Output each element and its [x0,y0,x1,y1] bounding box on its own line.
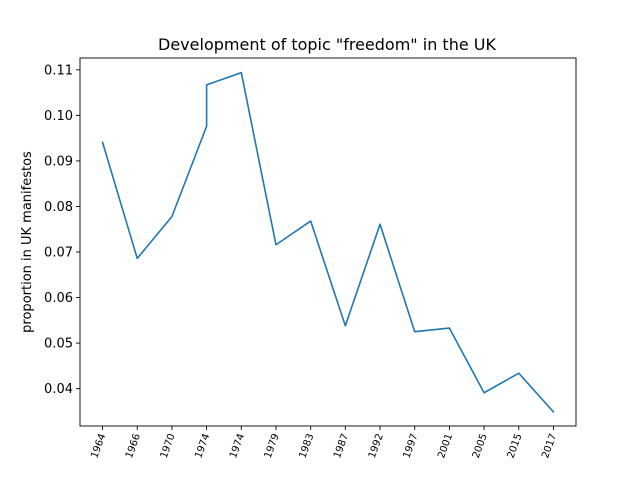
y-tick-label: 0.07 [44,246,73,261]
x-tick-label: 1979 [263,432,282,460]
x-tick-label: 1983 [297,432,316,460]
axes-frame [79,57,577,427]
x-tick-label: 1997 [401,432,420,460]
y-tick-label: 0.04 [44,382,73,397]
x-tick-label: 1992 [367,432,386,460]
x-tick-label: 2005 [471,432,490,460]
y-tick-label: 0.05 [44,337,73,352]
x-tick-label: 1974 [228,432,247,460]
x-tick-label: 2015 [506,432,525,460]
x-tick-label: 1970 [159,432,178,460]
y-tick-label: 0.06 [44,291,73,306]
y-tick-label: 0.10 [44,109,73,124]
y-tick-label: 0.09 [44,154,73,169]
y-axis-label: proportion in UK manifestos [20,151,35,333]
x-tick-label: 1964 [89,432,108,460]
y-tick-label: 0.08 [44,200,73,215]
x-tick-label: 2001 [436,432,455,460]
y-tick-label: 0.11 [44,63,73,78]
x-tick-label: 1966 [124,432,143,460]
plot-area: 0.04 0.05 0.06 0.07 0.08 0.09 0.10 0.11 1964 1966… [44,57,577,460]
chart-title: Development of topic "freedom" in the UK [158,35,496,54]
x-tick-label: 2017 [540,432,559,460]
series-line [101,71,555,414]
x-tick-label: 1974 [193,432,212,460]
x-tick-label: 1987 [332,432,351,460]
